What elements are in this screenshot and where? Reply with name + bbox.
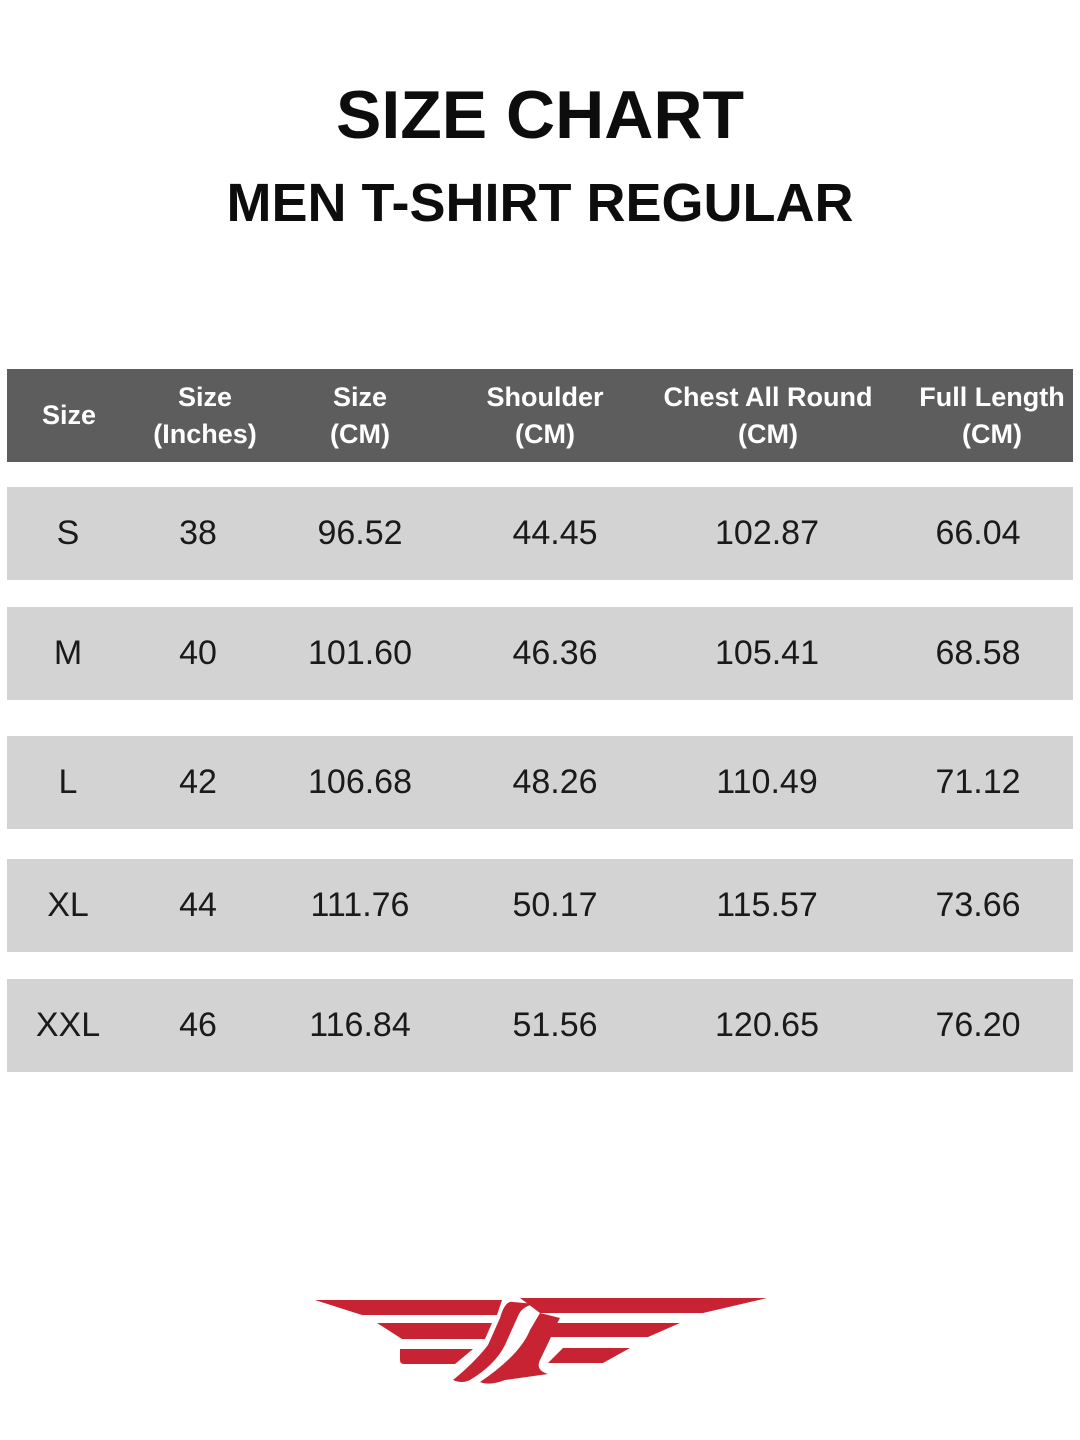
table-cell: 120.65	[715, 1006, 819, 1044]
table-cell: 44	[179, 886, 217, 924]
column-header: Chest All Round (CM)	[664, 369, 873, 462]
column-header: Full Length (CM)	[919, 369, 1064, 462]
column-header-label: Chest All Round	[663, 381, 873, 412]
column-header-label: (CM)	[330, 418, 390, 449]
table-row: M 40 101.60 46.36 105.41 68.58	[7, 607, 1073, 700]
table-cell: L	[58, 763, 78, 801]
column-header-label: (CM)	[515, 418, 575, 449]
column-header: Shoulder (CM)	[486, 369, 603, 462]
table-row: L 42 106.68 48.26 110.49 71.12	[7, 736, 1073, 829]
table-cell: 111.76	[310, 886, 410, 924]
column-header-label: Full Length	[919, 381, 1065, 412]
column-header-label: (CM)	[738, 418, 798, 449]
column-header-label: Size	[177, 381, 233, 412]
table-cell: 101.60	[308, 634, 412, 672]
table-cell: 105.41	[715, 634, 819, 672]
table-cell: 46	[179, 1006, 217, 1044]
table-cell: 66.04	[935, 514, 1021, 552]
table-cell: 42	[179, 763, 217, 801]
column-header: Size	[42, 369, 96, 462]
table-row: XL 44 111.76 50.17 115.57 73.66	[7, 859, 1073, 952]
table-cell: 73.66	[935, 886, 1021, 924]
column-header-label: Size	[332, 381, 388, 412]
table-cell: S	[56, 514, 80, 552]
table-cell: XL	[47, 886, 89, 924]
table-header: Size Size (Inches) Size (CM) Shoulder (CM) Ches…	[7, 369, 1073, 462]
column-header-label: (CM)	[962, 418, 1022, 449]
table-cell: 50.17	[512, 886, 598, 924]
table-cell: 48.26	[512, 763, 598, 801]
table-cell: 106.68	[308, 763, 412, 801]
table-cell: 44.45	[512, 514, 598, 552]
table-cell: 115.57	[716, 886, 818, 924]
column-header: Size (CM)	[330, 369, 390, 462]
table-cell: 51.56	[512, 1006, 598, 1044]
column-header-label: Size	[41, 400, 97, 430]
table-cell: 76.20	[935, 1006, 1021, 1044]
table-cell: 96.52	[317, 514, 403, 552]
table-row: XXL 46 116.84 51.56 120.65 76.20	[7, 979, 1073, 1072]
column-header-label: (Inches)	[153, 418, 257, 449]
table-cell: 46.36	[512, 634, 598, 672]
column-header: Size (Inches)	[153, 369, 257, 462]
table-cell: XXL	[35, 1006, 101, 1044]
table-cell: 40	[179, 634, 217, 672]
column-header-label: Shoulder	[486, 381, 604, 412]
table-cell: 102.87	[715, 514, 819, 552]
table-cell: 68.58	[935, 634, 1021, 672]
page-title: SIZE CHART	[336, 77, 744, 153]
table-cell: 110.49	[716, 763, 818, 801]
table-cell: 116.84	[309, 1006, 411, 1044]
table-cell: 71.12	[935, 763, 1021, 801]
table-row: S 38 96.52 44.45 102.87 66.04	[7, 487, 1073, 580]
table-cell: M	[53, 634, 83, 672]
page-subtitle: MEN T-SHIRT REGULAR	[226, 173, 854, 233]
table-cell: 38	[179, 514, 217, 552]
